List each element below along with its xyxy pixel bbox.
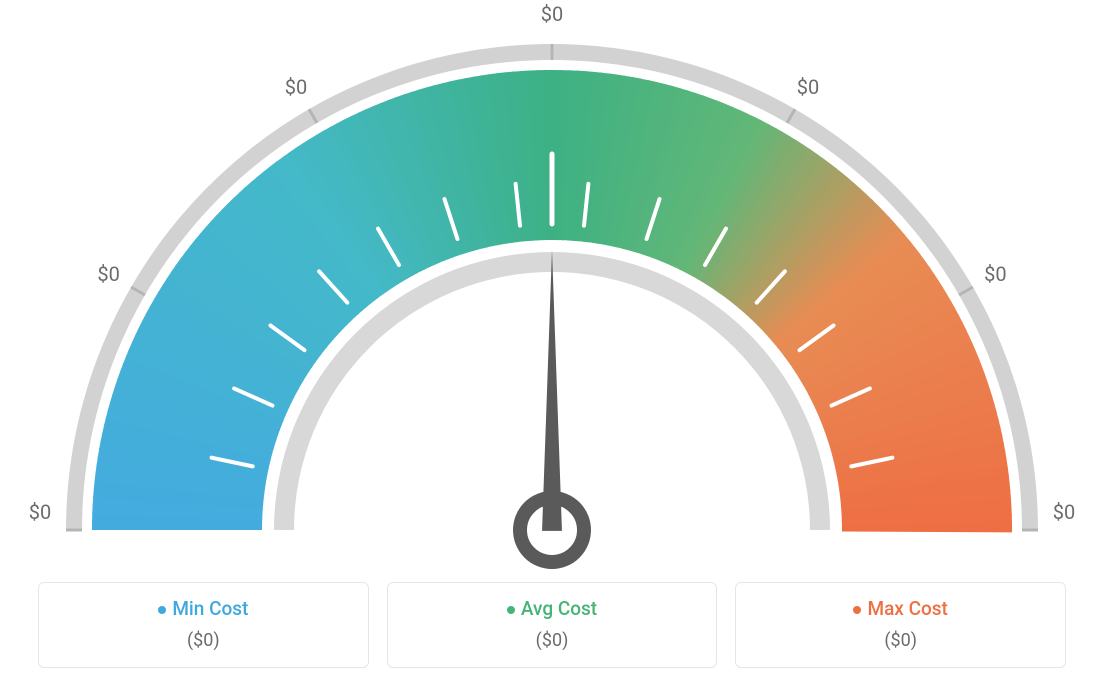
- legend-value: ($0): [736, 630, 1065, 651]
- gauge-scale-label: $0: [984, 262, 1006, 286]
- gauge-scale-label: $0: [285, 75, 307, 99]
- legend-title: Min Cost: [39, 597, 368, 620]
- legend-card: Avg Cost ($0): [387, 582, 718, 668]
- legend-dot-icon: [853, 606, 861, 614]
- legend-title-text: Avg Cost: [521, 597, 597, 620]
- legend-title-text: Max Cost: [867, 597, 947, 620]
- legend-title: Max Cost: [736, 597, 1065, 620]
- gauge-chart: $0 $0 $0 $0 $0 $0 $0: [0, 0, 1104, 570]
- legend-value: ($0): [39, 630, 368, 651]
- legend-title: Avg Cost: [388, 597, 717, 620]
- gauge-svg: [0, 0, 1104, 570]
- legend-title-text: Min Cost: [172, 597, 248, 620]
- legend-card: Min Cost ($0): [38, 582, 369, 668]
- gauge-scale-label: $0: [1053, 500, 1075, 524]
- gauge-scale-label: $0: [541, 2, 563, 26]
- legend-row: Min Cost ($0) Avg Cost ($0) Max Cost ($0): [38, 582, 1066, 668]
- legend-dot-icon: [158, 606, 166, 614]
- legend-dot-icon: [507, 606, 515, 614]
- gauge-needle: [542, 250, 562, 531]
- gauge-scale-label: $0: [797, 75, 819, 99]
- gauge-scale-label: $0: [97, 262, 119, 286]
- cost-gauge-container: $0$0$0$0$0$0$0 Min Cost($0)Avg Cost($0)M…: [0, 0, 1104, 690]
- gauge-scale-label: $0: [29, 500, 51, 524]
- legend-card: Max Cost ($0): [735, 582, 1066, 668]
- legend-value: ($0): [388, 630, 717, 651]
